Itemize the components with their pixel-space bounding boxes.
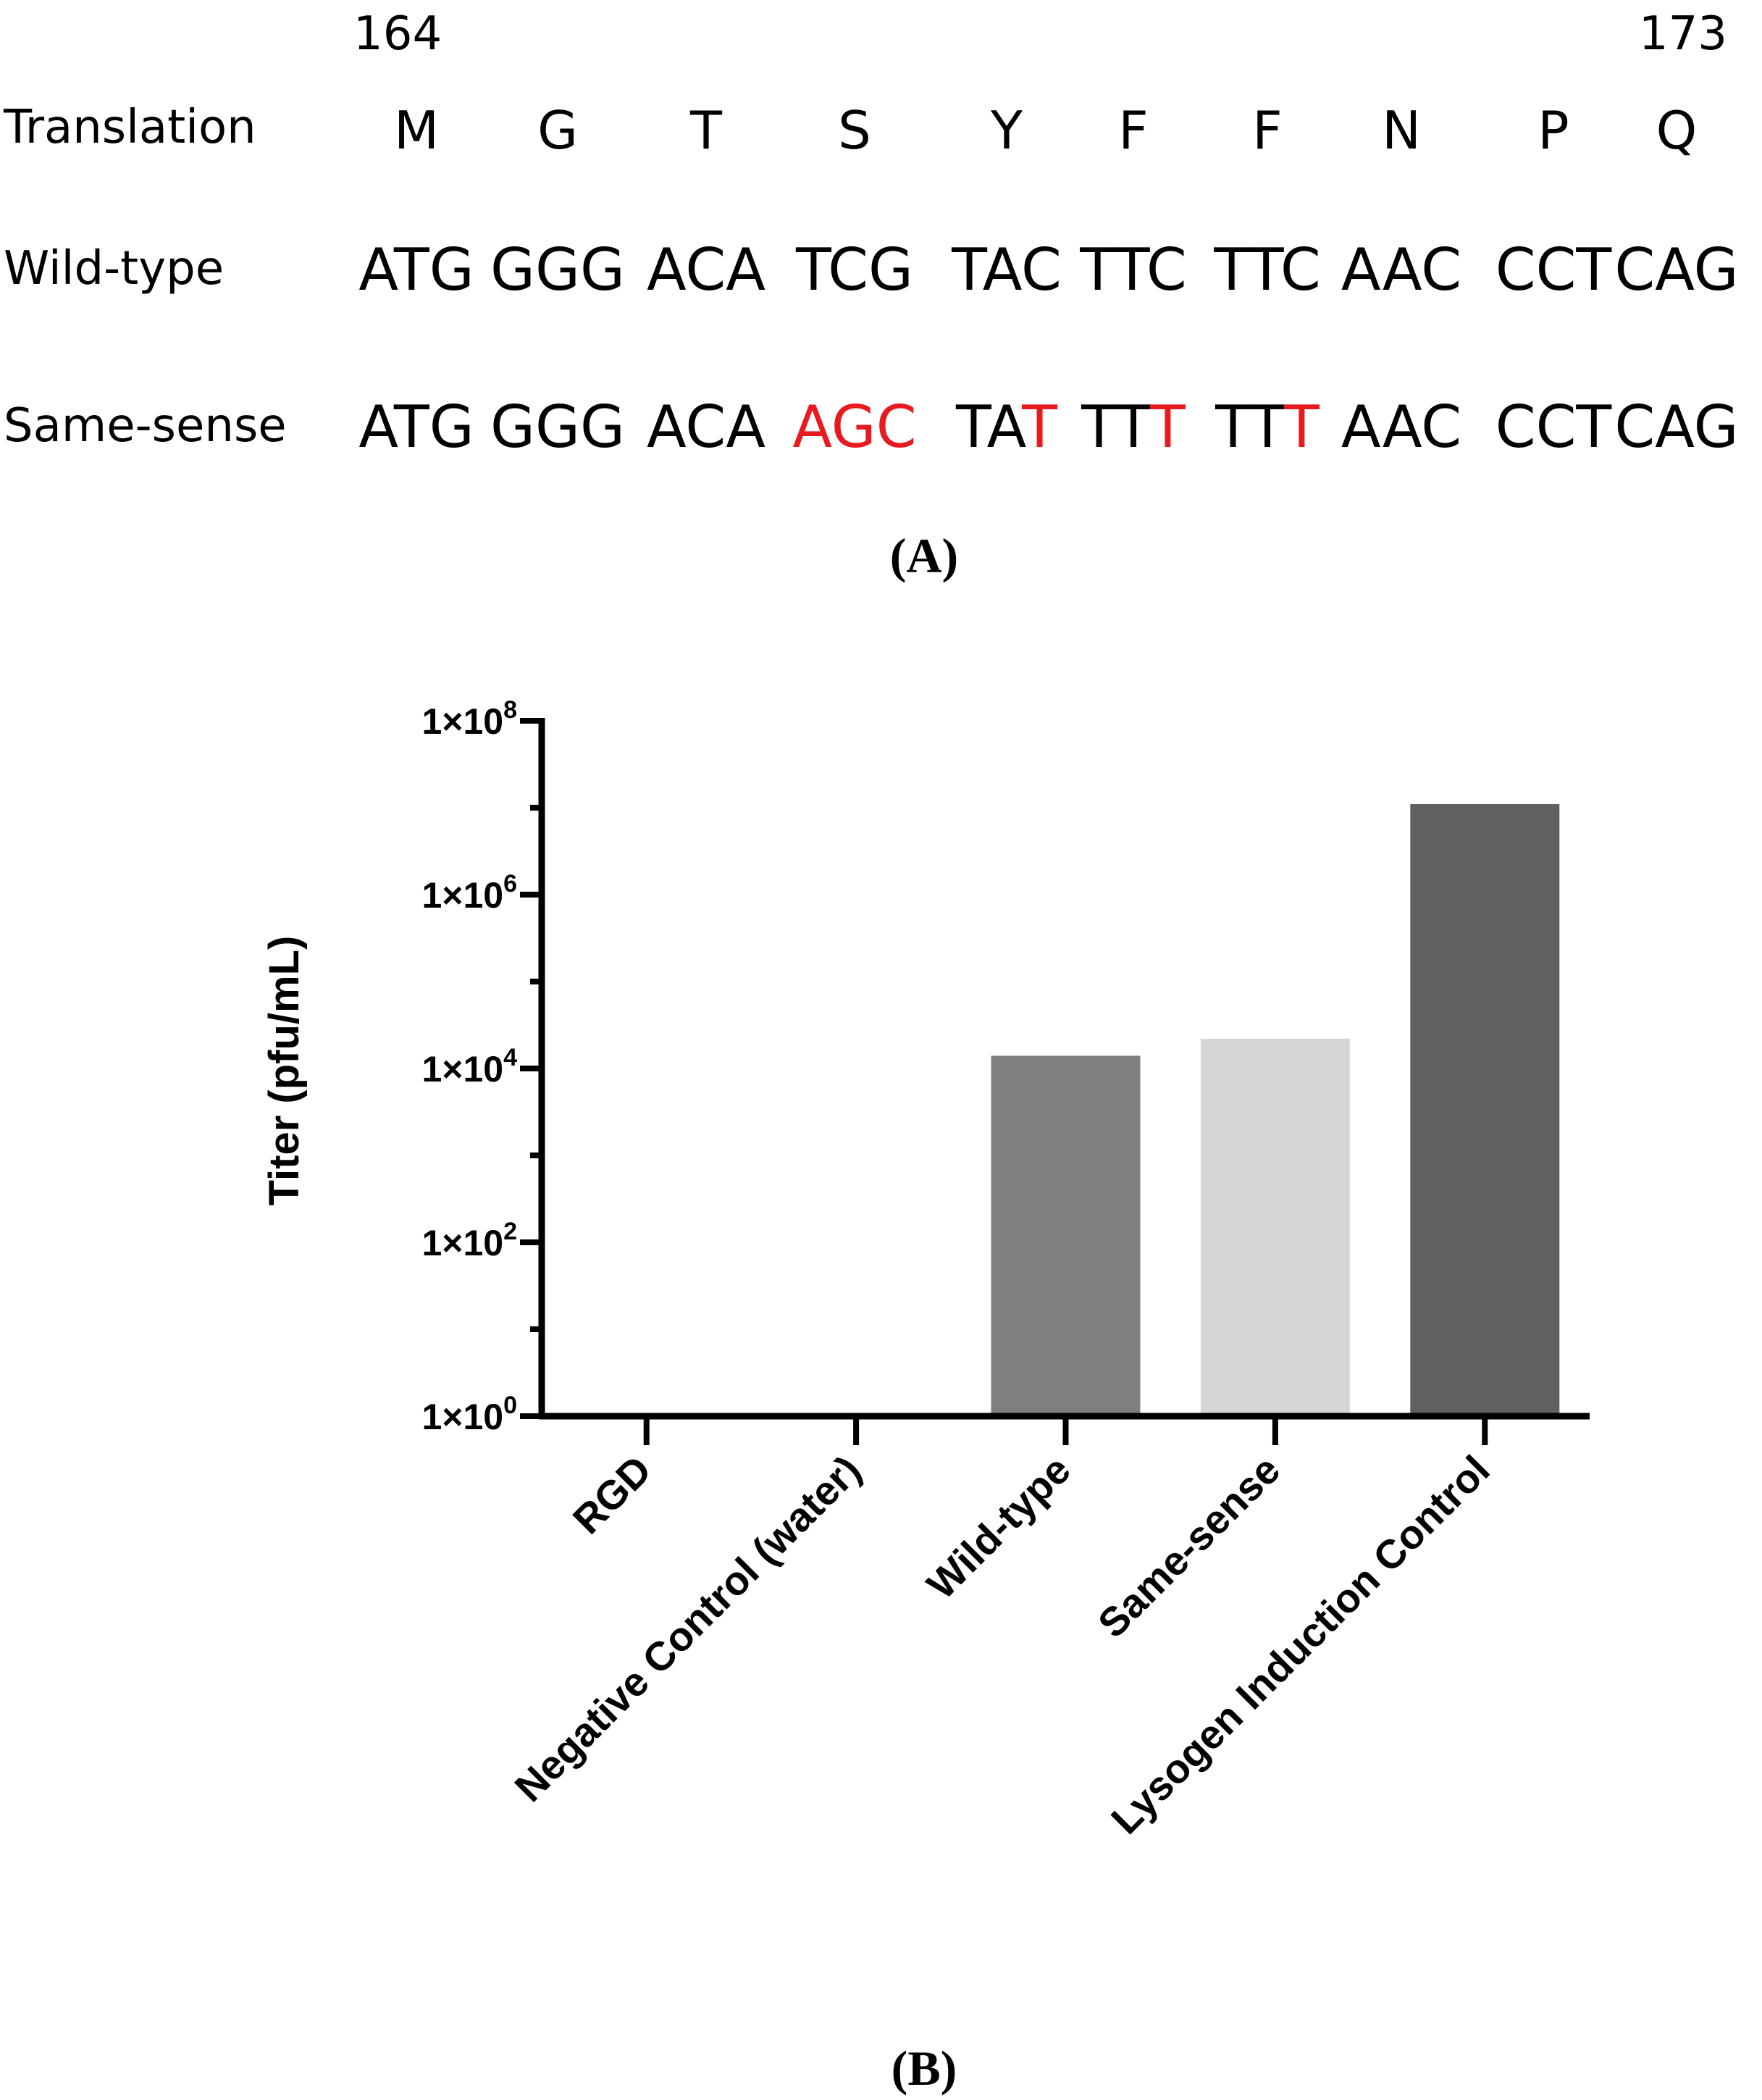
panel-b-titer-bar-chart: Titer (pfu/mL) 1×100 1×102 1×104 1×106 1×108… [261, 696, 1590, 2096]
codon: GGG [490, 236, 625, 304]
codon: TTC [1079, 236, 1187, 304]
row-label-wild-type: Wild-type [4, 242, 224, 296]
x-tick-label: Wild-type [918, 1447, 1079, 1607]
amino-acid: N [1382, 100, 1421, 161]
codon: AAC [1341, 393, 1461, 461]
codon: TTC [1213, 236, 1321, 304]
amino-acid: F [1252, 100, 1282, 161]
y-tick-label: 1×106 [421, 870, 517, 916]
codon: AAC [1341, 236, 1461, 304]
panel-b-caption: (B) [892, 2041, 957, 2096]
bar-3 [991, 1055, 1141, 1416]
y-tick-label: 1×104 [421, 1044, 517, 1089]
codon: AGC [792, 393, 916, 461]
bar-5 [1410, 804, 1560, 1416]
codon: TCG [795, 236, 913, 304]
codon: ATG [358, 236, 474, 304]
y-tick-label: 1×102 [421, 1218, 517, 1263]
position-start-label: 164 [353, 7, 442, 61]
panel-a-sequence-alignment: 164 173 Translation M G T S Y F F N P Q Wild-type AT… [3, 7, 1739, 583]
codon: GGG [490, 393, 625, 461]
y-tick-label: 1×108 [421, 696, 517, 742]
panel-a-caption: (A) [890, 528, 958, 583]
x-tick-label: Negative Control (water) [505, 1447, 869, 1810]
codon: CCT [1495, 393, 1613, 461]
codon: CAG [1614, 236, 1738, 304]
bar-4 [1200, 1038, 1350, 1416]
codon: TTT [1214, 393, 1320, 461]
codon: TAC [951, 236, 1062, 304]
amino-acid: P [1537, 100, 1569, 161]
amino-acid: T [689, 100, 723, 161]
codon: CCT [1495, 236, 1613, 304]
x-tick-label: RGD [564, 1447, 660, 1543]
amino-acid: Q [1656, 100, 1698, 161]
x-tick-label: Same-sense [1089, 1447, 1289, 1647]
y-tick-label: 1×100 [421, 1392, 517, 1437]
amino-acid: S [838, 100, 871, 161]
amino-acid: M [394, 100, 439, 161]
codon: TAT [955, 393, 1058, 461]
amino-acid: Y [990, 100, 1023, 161]
amino-acid: G [537, 100, 578, 161]
codon: CAG [1614, 393, 1738, 461]
y-axis-label: Titer (pfu/mL) [261, 936, 308, 1206]
codon: ACA [647, 236, 765, 304]
position-end-label: 173 [1639, 7, 1727, 61]
codon: ATG [358, 393, 474, 461]
y-ticks: 1×100 1×102 1×104 1×106 1×108 [421, 696, 542, 1437]
x-tick-label: Lysogen Induction Control [1102, 1447, 1498, 1843]
row-label-same-sense: Same-sense [4, 399, 287, 453]
row-label-translation: Translation [3, 101, 256, 154]
codon: ACA [647, 393, 765, 461]
codon: TTT [1081, 393, 1186, 461]
bars [991, 804, 1560, 1416]
amino-acid: F [1118, 100, 1148, 161]
